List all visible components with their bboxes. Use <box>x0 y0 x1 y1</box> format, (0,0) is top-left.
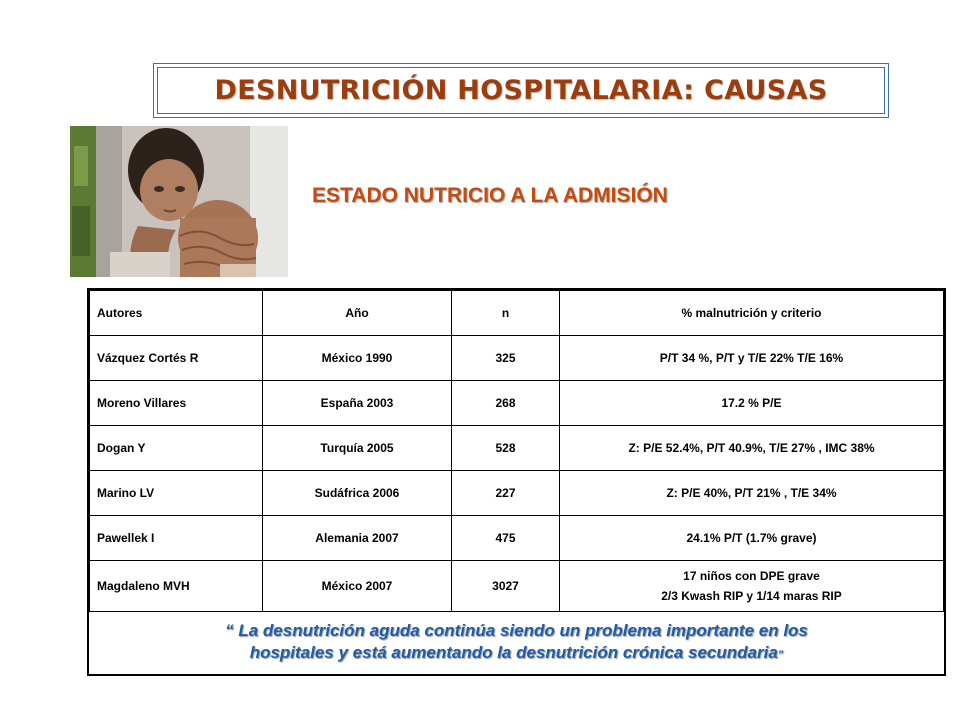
quote-text-1: La desnutrición aguda continúa siendo un… <box>233 621 808 640</box>
table-cell: Sudáfrica 2006 <box>262 470 452 516</box>
table-cell: 24.1% P/T (1.7% grave) <box>559 515 944 561</box>
table-cell: 227 <box>451 470 560 516</box>
table-cell: Vázquez Cortés R <box>89 335 263 381</box>
title-box: DESNUTRICIÓN HOSPITALARIA: CAUSAS <box>153 63 889 118</box>
table-cell: México 1990 <box>262 335 452 381</box>
table-cell: 325 <box>451 335 560 381</box>
table-cell: 3027 <box>451 560 560 612</box>
table-cell: 528 <box>451 425 560 471</box>
quote-close-mark: ” <box>777 649 784 661</box>
table-cell: Dogan Y <box>89 425 263 471</box>
study-table-frame: Autores Año n% malnutrición y criterio Vázq… <box>87 288 946 676</box>
table-cell: Magdaleno MVH <box>89 560 263 612</box>
table-row: Dogan Y Turquía 2005 528 Z: P/E 52.4%, P/T … <box>89 425 944 471</box>
quote-open-mark: “ <box>225 621 234 640</box>
page-title: DESNUTRICIÓN HOSPITALARIA: CAUSAS <box>214 75 828 106</box>
table-row: Marino LV Sudáfrica 2006 227 Z: P/E 40%, P/… <box>89 470 944 516</box>
quote-line-2: hospitales y está aumentando la desnutri… <box>250 642 784 666</box>
table-cell: Z: P/E 52.4%, P/T 40.9%, T/E 27% , IMC 3… <box>559 425 944 471</box>
table-row: Moreno Villares España 2003 268 17.2 % P/E <box>89 380 944 426</box>
conclusion-quote: “ La desnutrición aguda continúa siendo … <box>89 612 944 674</box>
column-header: n <box>451 290 560 336</box>
malnutrition-studies-table: Autores Año n% malnutrición y criterio Vázq… <box>89 290 944 612</box>
table-row: Vázquez Cortés R México 1990 325 P/T 34 %, … <box>89 335 944 381</box>
table-cell: 475 <box>451 515 560 561</box>
column-header: Autores <box>89 290 263 336</box>
table-row: Pawellek I Alemania 2007 475 24.1% P/T (1.7… <box>89 515 944 561</box>
table-cell: Z: P/E 40%, P/T 21% , T/E 34% <box>559 470 944 516</box>
table-header-row: Autores Año n% malnutrición y criterio <box>89 290 944 336</box>
table-cell: Moreno Villares <box>89 380 263 426</box>
table-body: Autores Año n% malnutrición y criterio Vázq… <box>89 290 944 612</box>
column-header: Año <box>262 290 452 336</box>
table-cell: España 2003 <box>262 380 452 426</box>
table-cell: México 2007 <box>262 560 452 612</box>
table-row: Magdaleno MVH México 2007 3027 17 niños con… <box>89 560 944 612</box>
table-cell: Turquía 2005 <box>262 425 452 471</box>
section-subtitle: ESTADO NUTRICIO A LA ADMISIÓN <box>312 184 668 207</box>
table-cell: 268 <box>451 380 560 426</box>
table-cell: 17 niños con DPE grave 2/3 Kwash RIP y 1… <box>559 560 944 612</box>
quote-line-1: “ La desnutrición aguda continúa siendo … <box>225 620 808 642</box>
table-cell: Marino LV <box>89 470 263 516</box>
table-cell: P/T 34 %, P/T y T/E 22% T/E 16% <box>559 335 944 381</box>
table-cell: Pawellek I <box>89 515 263 561</box>
quote-text-2: hospitales y está aumentando la desnutri… <box>249 643 778 662</box>
table-cell: 17.2 % P/E <box>559 380 944 426</box>
table-cell: Alemania 2007 <box>262 515 452 561</box>
column-header: % malnutrición y criterio <box>559 290 944 336</box>
malnourished-child-photo <box>70 126 288 277</box>
